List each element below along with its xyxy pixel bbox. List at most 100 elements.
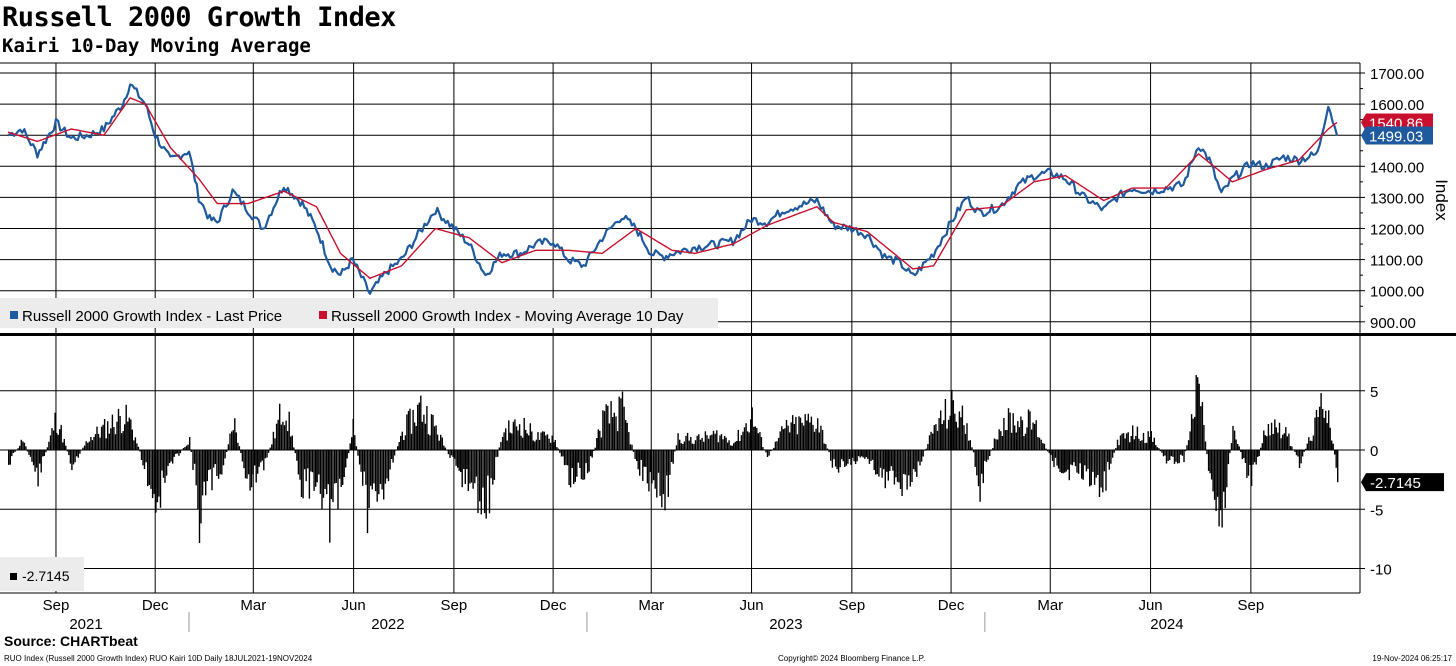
kairi-bar [1203,425,1205,450]
upper-y-tick-label: 1200.00 [1370,222,1424,239]
kairi-bar [682,444,684,450]
kairi-bar [76,450,78,457]
kairi-bar [35,450,38,468]
kairi-bar [909,450,911,487]
kairi-bar [958,411,961,450]
kairi-bar [1176,450,1179,464]
kairi-bar [977,450,980,487]
kairi-bar [1162,450,1165,457]
kairi-bar [195,450,197,486]
kairi-bar [40,450,42,473]
kairi-bar [930,431,932,450]
x-month-label: Jun [1138,597,1162,614]
kairi-bar [252,450,254,475]
kairi-bar [1144,443,1146,450]
kairi-bar [260,450,262,463]
kairi-bar [65,445,67,450]
kairi-bar [386,450,388,479]
kairi-bar [737,429,739,450]
kairi-bar [443,445,445,450]
kairi-bar [725,437,727,450]
kairi-bar [400,435,402,450]
kairi-bar [1194,416,1196,450]
kairi-bar [254,450,256,466]
kairi-bar [580,450,583,480]
kairi-bar [940,410,942,450]
kairi-bar [234,418,236,450]
kairi-bar [693,443,695,450]
kairi-bar [14,450,16,452]
kairi-bar [363,450,365,472]
kairi-bar [696,435,698,450]
kairi-bar [688,440,690,450]
kairi-bar [974,450,976,467]
kairi-bar [365,450,367,485]
upper-y-tick-label: 1300.00 [1370,190,1424,207]
kairi-bar [31,450,33,462]
moving-average-line [7,97,1338,279]
kairi-bar [798,416,800,450]
kairi-bar [224,450,226,459]
kairi-bar [559,450,561,453]
kairi-bar [677,433,679,450]
kairi-bar [349,443,351,450]
kairi-bar [867,450,869,459]
kairi-bar [467,450,469,491]
kairi-bar [549,442,552,450]
kairi-bar [288,411,290,450]
kairi-bar [1004,430,1007,450]
kairi-bar [793,424,795,450]
kairi-bar [441,437,443,450]
kairi-bar [136,443,138,450]
kairi-bar [421,421,423,450]
kairi-bar [1132,425,1134,450]
kairi-bar [651,450,653,484]
upper-y-tick-label: 1700.00 [1370,66,1424,83]
kairi-bar [1015,432,1017,450]
kairi-bar [420,395,422,450]
kairi-bar [1082,450,1084,480]
kairi-bar [968,440,970,450]
kairi-bar [600,437,603,450]
kairi-bar [1037,437,1039,450]
kairi-bar [954,413,956,450]
kairi-bar [198,450,201,543]
kairi-bar [114,434,117,450]
kairi-bar [1303,450,1305,452]
kairi-bar [904,450,907,475]
kairi-bar [531,431,533,450]
kairi-bar [99,437,101,450]
kairi-bar [1215,450,1217,511]
kairi-bar [321,450,323,510]
kairi-bar [410,433,413,450]
kairi-bar [834,450,837,467]
kairi-bar [1097,450,1099,475]
kairi-bar [164,450,166,483]
kairi-bar [1119,435,1122,450]
kairi-bar [1240,450,1242,452]
kairi-bar [94,434,97,450]
kairi-bar [623,406,625,450]
kairi-bar [360,450,362,472]
kairi-bar [247,450,250,475]
kairi-bar [1017,421,1019,450]
kairi-bar [933,425,935,450]
kairi-bar [246,450,248,479]
kairi-bar [1263,430,1265,450]
kairi-bar [485,450,487,519]
kairi-bar [1335,450,1337,468]
kairi-bar [231,431,233,450]
kairi-bar [914,450,916,472]
kairi-bar [812,424,814,450]
kairi-bar [305,450,307,482]
kairi-bar [1105,450,1107,491]
kairi-bar [398,442,400,450]
kairi-bar [1278,422,1281,450]
kairi-bar [844,450,846,467]
kairi-bar [482,450,484,488]
kairi-bar [1264,435,1266,450]
x-month-label: Dec [938,597,965,614]
kairi-bar [562,450,564,457]
kairi-bar [330,450,333,500]
kairi-bar [271,444,273,450]
